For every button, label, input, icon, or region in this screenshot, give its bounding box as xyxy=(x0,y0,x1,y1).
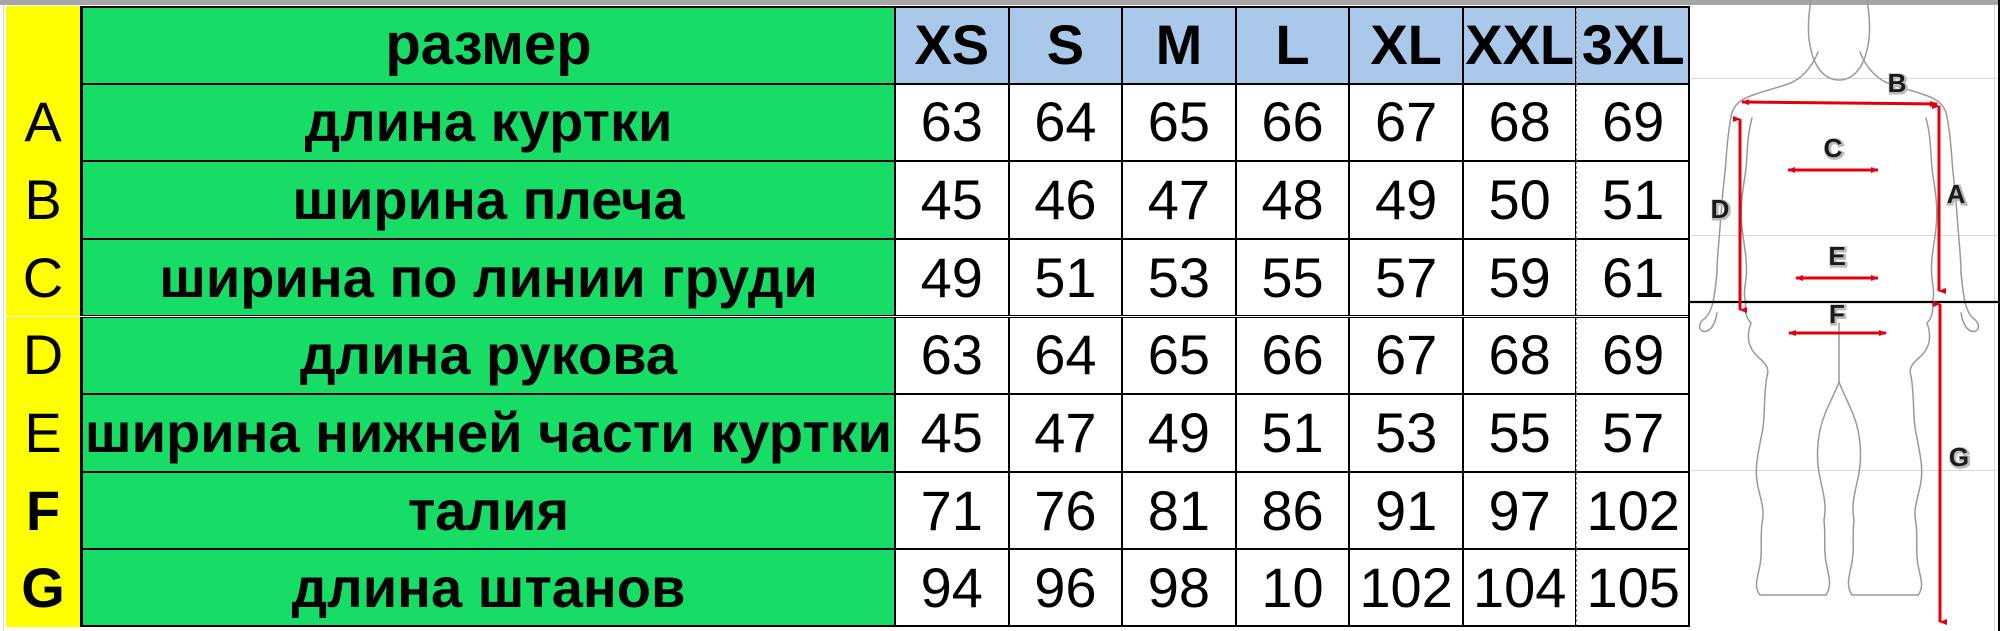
svg-text:E: E xyxy=(1828,241,1845,271)
svg-text:A: A xyxy=(1947,179,1966,209)
svg-text:B: B xyxy=(1888,68,1907,98)
svg-text:G: G xyxy=(1949,442,1969,472)
svg-text:F: F xyxy=(1829,299,1845,329)
svg-text:C: C xyxy=(1824,133,1843,163)
svg-text:D: D xyxy=(1711,194,1730,224)
